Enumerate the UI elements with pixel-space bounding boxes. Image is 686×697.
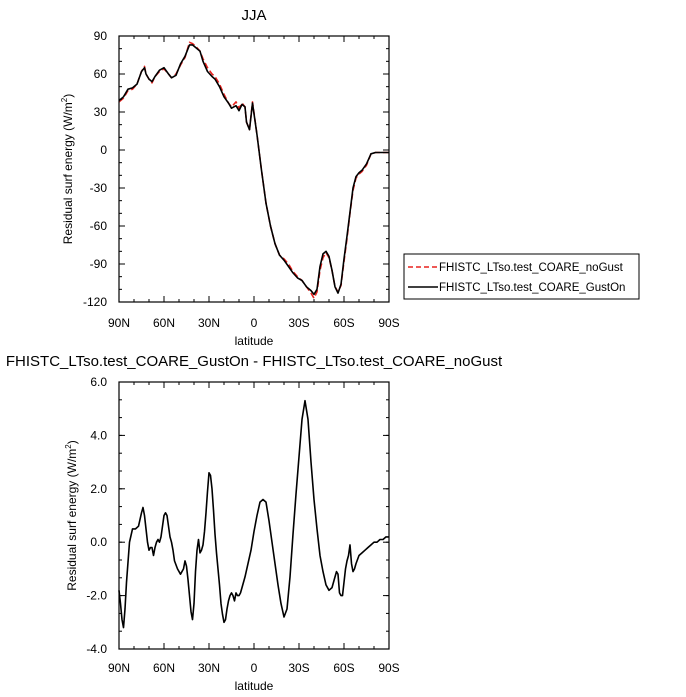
bottom-y-tick-label: 0.0 — [90, 535, 107, 549]
top-series-line-2 — [118, 44, 389, 296]
top-y-axis-label-sup: 2 — [60, 97, 69, 102]
legend-box — [403, 253, 640, 300]
bottom-x-tick-label: 90S — [378, 661, 399, 675]
bottom-series-line-1 — [118, 399, 389, 629]
top-y-tick-label: 90 — [94, 29, 108, 43]
top-y-axis-label-main: Residual surf energy (W/m — [61, 102, 75, 244]
bottom-plot-frame — [118, 381, 390, 650]
bottom-y-axis-label-end: ) — [65, 440, 79, 444]
bottom-y-axis-label-main: Residual surf energy (W/m — [65, 449, 79, 591]
top-y-tick-label: 30 — [94, 105, 108, 119]
bottom-y-tick-label: 2.0 — [90, 482, 107, 496]
top-x-tick-label: 30N — [198, 316, 220, 330]
bottom-y-tick-label: 6.0 — [90, 375, 107, 389]
top-y-tick-label: -60 — [90, 219, 108, 233]
bottom-y-axis-label: Residual surf energy (W/m2) — [64, 440, 79, 591]
bottom-x-tick-label: 30S — [288, 661, 309, 675]
legend-label-2: FHISTC_LTso.test_COARE_GustOn — [439, 282, 625, 294]
top-y-axis-label-end: ) — [61, 94, 75, 98]
top-y-tick-label: 60 — [94, 67, 108, 81]
top-y-tick-label: -90 — [90, 257, 108, 271]
top-chart-panel: JJA 90N 60N 30N 0 30S 60S 90S 90 60 30 0 -30 -60 -90 -1… — [60, 7, 640, 348]
top-plot-frame — [118, 35, 390, 303]
top-y-tick-label: 0 — [100, 143, 107, 157]
top-y-axis-label: Residual surf energy (W/m2) — [60, 94, 75, 245]
bottom-y-tick-label: -4.0 — [86, 642, 107, 656]
top-x-tick-label: 60S — [333, 316, 354, 330]
top-x-axis-label: latitude — [235, 334, 274, 348]
top-y-tick-label: -30 — [90, 181, 108, 195]
bottom-x-tick-label: 90N — [108, 661, 130, 675]
bottom-x-axis-label: latitude — [235, 679, 274, 693]
legend-label-1: FHISTC_LTso.test_COARE_noGust — [439, 262, 624, 274]
top-chart-title: JJA — [241, 7, 266, 24]
top-x-tick-label: 90N — [108, 316, 130, 330]
bottom-chart-panel: FHISTC_LTso.test_COARE_GustOn - FHISTC_L… — [6, 353, 503, 693]
bottom-x-tick-label: 30N — [198, 661, 220, 675]
bottom-x-tick-label: 60S — [333, 661, 354, 675]
bottom-y-tick-label: -2.0 — [86, 589, 107, 603]
top-x-tick-label: 60N — [153, 316, 175, 330]
bottom-x-tick-label: 0 — [251, 661, 258, 675]
top-x-tick-label: 30S — [288, 316, 309, 330]
bottom-x-tick-label: 60N — [153, 661, 175, 675]
top-x-tick-label: 90S — [378, 316, 399, 330]
top-x-tick-label: 0 — [251, 316, 258, 330]
top-series-line-1 — [118, 41, 389, 300]
bottom-y-axis-label-sup: 2 — [64, 444, 73, 449]
bottom-y-tick-label: 4.0 — [90, 428, 107, 442]
bottom-chart-title: FHISTC_LTso.test_COARE_GustOn - FHISTC_L… — [6, 353, 503, 370]
top-y-tick-label: -120 — [83, 295, 107, 309]
